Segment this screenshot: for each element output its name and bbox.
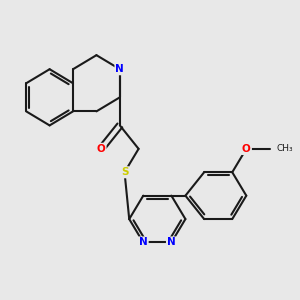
Text: O: O (242, 144, 251, 154)
Text: CH₃: CH₃ (277, 144, 293, 153)
Text: N: N (116, 64, 124, 74)
Text: N: N (139, 238, 148, 248)
Text: N: N (167, 238, 176, 248)
Text: S: S (121, 167, 128, 177)
Text: O: O (242, 144, 251, 154)
Text: O: O (97, 144, 106, 154)
